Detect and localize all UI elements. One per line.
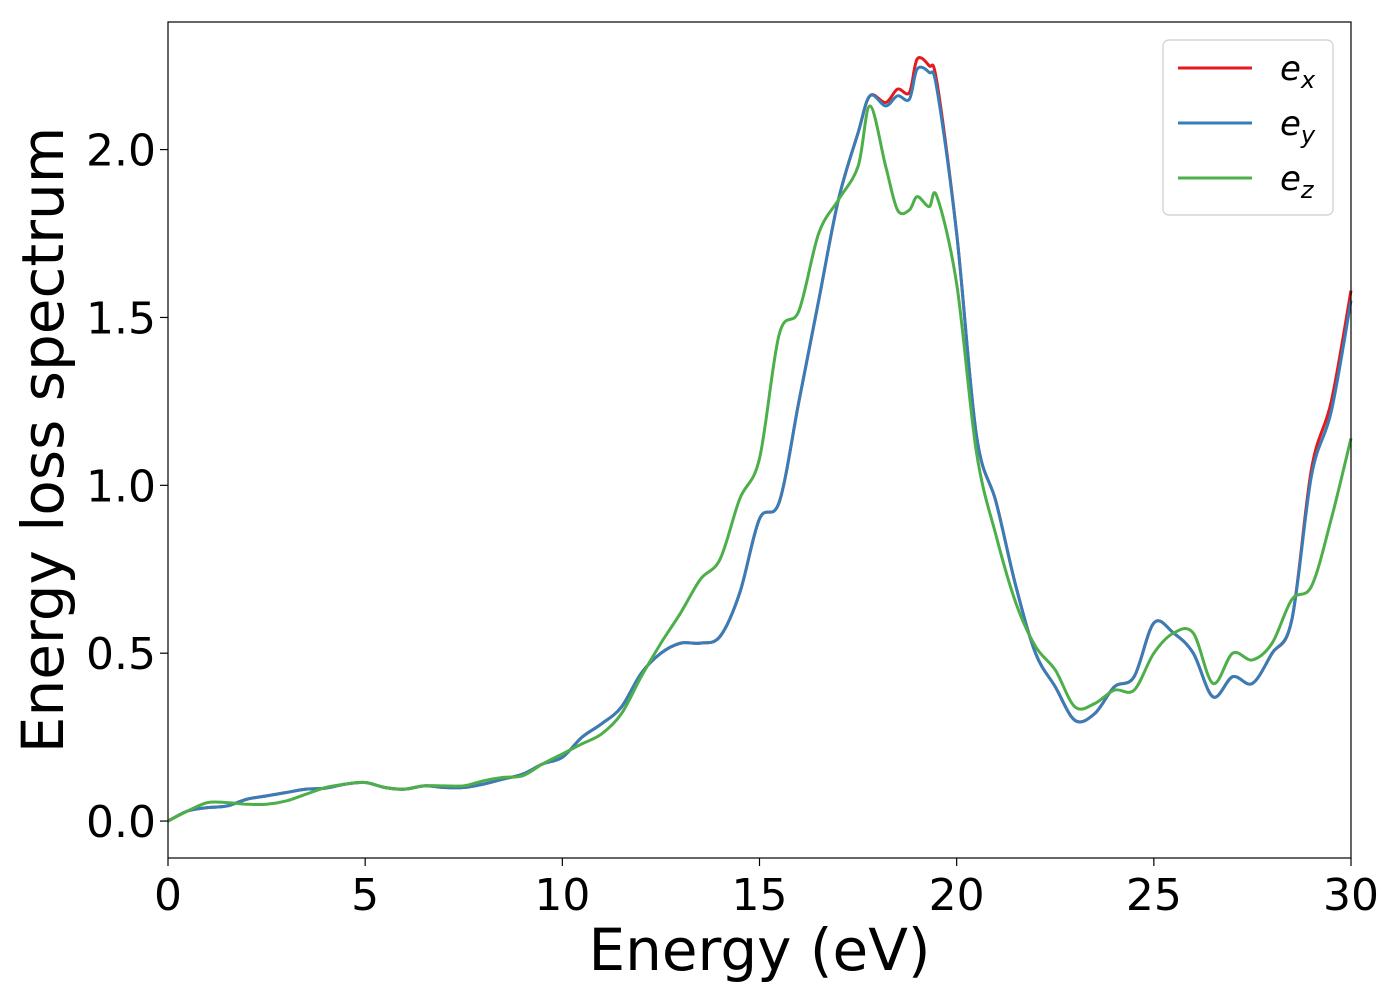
x-tick-label: 30 (1323, 870, 1379, 921)
x-axis-ticks: 0 5 10 15 20 25 30 (154, 858, 1379, 921)
y-tick-label: 0.5 (86, 629, 156, 680)
x-tick-label: 10 (534, 870, 590, 921)
legend-label-ey: ey (1280, 104, 1316, 149)
series-line-ez (167, 104, 1353, 823)
x-tick-label: 20 (929, 870, 985, 921)
legend-label-ez: ez (1280, 159, 1315, 204)
x-tick-label: 5 (351, 870, 379, 921)
legend: ex ey ez (1162, 39, 1334, 216)
legend-box (1162, 39, 1334, 216)
series-lines (167, 56, 1353, 823)
legend-label-ex: ex (1280, 49, 1316, 94)
x-axis-title: Energy (eV) (588, 916, 930, 984)
y-tick-label: 1.0 (86, 461, 156, 512)
y-axis-title: Energy loss spectrum (9, 127, 77, 753)
x-tick-label: 25 (1126, 870, 1182, 921)
x-tick-label: 0 (154, 870, 182, 921)
x-tick-label: 15 (732, 870, 788, 921)
y-axis-ticks: 0.0 0.5 1.0 1.5 2.0 (86, 126, 168, 848)
y-tick-label: 0.0 (86, 797, 156, 848)
y-tick-label: 1.5 (86, 293, 156, 344)
y-tick-label: 2.0 (86, 126, 156, 177)
